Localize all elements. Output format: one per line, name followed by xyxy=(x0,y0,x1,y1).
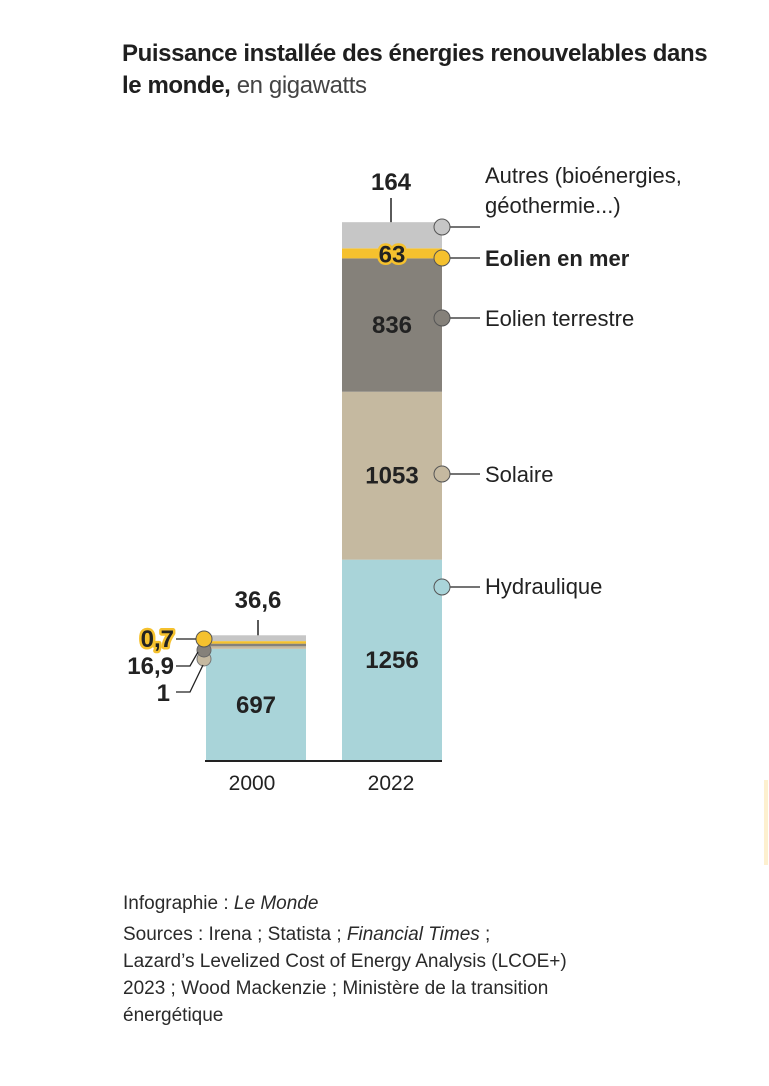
bar-segment-hydraulique-2022 xyxy=(342,559,442,760)
legend-marker-solaire xyxy=(433,465,451,483)
x-tick-label-2022: 2022 xyxy=(368,772,415,795)
value-label-eolien-terrestre-2000: 16,9 xyxy=(127,653,174,680)
legend-marker-hydraulique xyxy=(433,578,451,596)
legend-label-eolien-terrestre: Eolien terrestre xyxy=(485,306,634,331)
stacked-bar-chart: 1256 1053 836 63 164 Autres (bioénergies, géot… xyxy=(127,163,682,795)
legend-label-autres-line2: géothermie...) xyxy=(485,193,621,218)
legend-label-hydraulique: Hydraulique xyxy=(485,574,602,599)
value-label-hydraulique-2022: 1256 xyxy=(365,647,418,674)
value-label-eolien-en-mer-2000: 0,7 xyxy=(141,626,174,653)
leader-line-solaire-2000 xyxy=(176,664,204,693)
value-label-hydraulique-2000: 697 xyxy=(236,692,276,719)
credit-source: Le Monde xyxy=(233,893,319,914)
bar-segment-eolien-terrestre-2022 xyxy=(342,258,442,392)
legend-label-autres-line1: Autres (bioénergies, xyxy=(485,163,682,188)
legend-marker-autres-bioenergies-geothermie xyxy=(433,218,451,236)
leader-line-eolien-terrestre-2000 xyxy=(176,651,199,667)
bar-segment-eolien-terrestre-2000 xyxy=(206,643,306,647)
value-label-eolien-terrestre-2022: 836 xyxy=(372,312,412,339)
bar-segment-solaire-2022 xyxy=(342,391,442,560)
bar-segment-autres-bioenergies-geothermie-2022 xyxy=(342,222,442,249)
credit-line: Infographie : Le Monde xyxy=(123,893,319,914)
footer: Infographie : Le Monde Sources : Irena ;… xyxy=(123,890,683,1029)
legend-label-solaire: Solaire xyxy=(485,462,553,487)
bar-segment-solaire-2000 xyxy=(206,646,306,649)
marker-eolien-en-mer-2000 xyxy=(195,630,213,648)
edge-artifact xyxy=(764,780,768,865)
value-label-solaire-2022: 1053 xyxy=(365,463,418,490)
value-label-eolien-en-mer-2022: 63 xyxy=(379,241,406,268)
chart-title-unit: en gigawatts xyxy=(236,72,367,99)
value-label-solaire-2000: 1 xyxy=(157,680,170,707)
value-label-autres-2022: 164 xyxy=(371,169,412,196)
x-tick-label-2000: 2000 xyxy=(229,772,276,795)
legend-marker-eolien-en-mer xyxy=(433,249,451,267)
sources-line-3: 2023 ; Wood Mackenzie ; Ministère de la … xyxy=(123,978,549,999)
chart-title-main: Puissance installée des énergies renouve… xyxy=(122,40,708,99)
sources-line-2: Lazard’s Levelized Cost of Energy Analys… xyxy=(123,951,567,972)
legend-label-eolien-en-mer: Eolien en mer xyxy=(485,246,630,271)
value-label-autres-2000: 36,6 xyxy=(235,587,282,614)
sources-line-1: Sources : Irena ; Statista ; Financial T… xyxy=(123,924,491,945)
legend-marker-eolien-terrestre xyxy=(433,309,451,327)
bar-segment-hydraulique-2000 xyxy=(206,648,306,760)
bar-segment-eolien-en-mer-2022 xyxy=(342,248,442,259)
bar-segment-eolien-en-mer-2000 xyxy=(206,641,306,644)
bar-segment-autres-bioenergies-geothermie-2000 xyxy=(206,635,306,642)
chart-title: Puissance installée des énergies renouve… xyxy=(122,38,722,102)
sources-line-4: énergétique xyxy=(123,1005,224,1026)
